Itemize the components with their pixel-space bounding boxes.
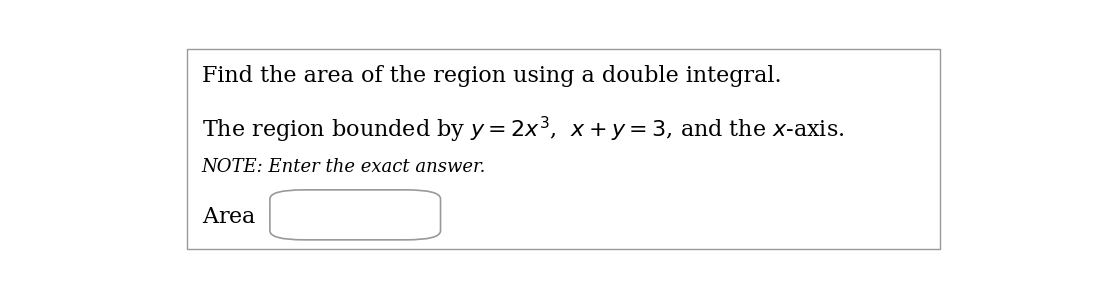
Text: NOTE: Enter the exact answer.: NOTE: Enter the exact answer. — [201, 158, 486, 176]
Text: Area $=$: Area $=$ — [201, 206, 284, 228]
Text: The region bounded by $y = 2x^3$,  $x + y = 3$, and the $x$-axis.: The region bounded by $y = 2x^3$, $x + y… — [201, 115, 844, 145]
Text: Find the area of the region using a double integral.: Find the area of the region using a doub… — [201, 65, 782, 87]
FancyBboxPatch shape — [270, 190, 440, 240]
FancyBboxPatch shape — [187, 49, 940, 249]
